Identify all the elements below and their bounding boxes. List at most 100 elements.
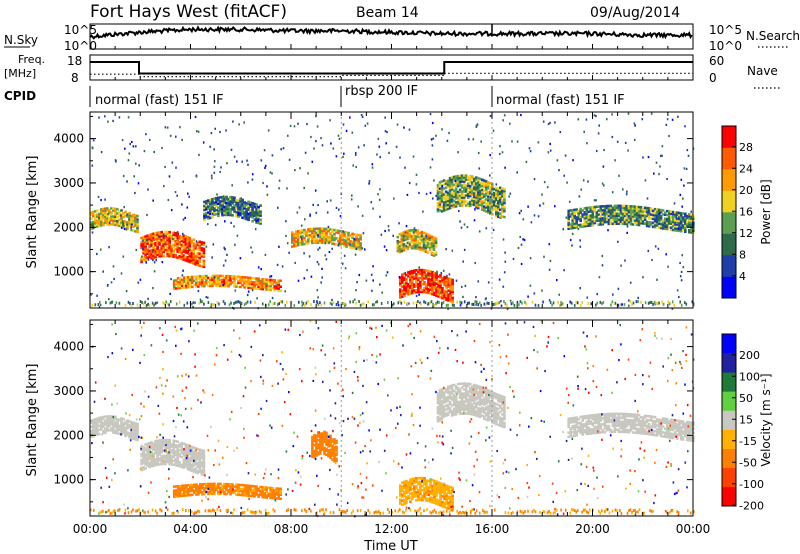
power-cell: [673, 219, 677, 222]
power-cell: [203, 214, 206, 218]
power-cell: [345, 243, 348, 246]
power-cell: [625, 220, 629, 224]
velocity-cell: [198, 448, 202, 451]
power-cell: [257, 217, 260, 221]
power-cell: [615, 212, 619, 215]
velocity-cell: [409, 482, 412, 485]
power-cell: [168, 238, 172, 242]
power-cell: [132, 219, 135, 222]
velocity-cell: [263, 486, 267, 489]
power-speckle: [667, 265, 669, 268]
power-cell: [575, 216, 579, 219]
power-cell: [420, 234, 424, 238]
velocity-cell: [405, 485, 408, 489]
power-speckle: [226, 253, 228, 256]
power-cell: [221, 280, 224, 284]
power-cell: [449, 292, 452, 295]
power-cell: [239, 211, 242, 215]
power-cell: [649, 221, 653, 224]
velocity-cell: [176, 487, 180, 490]
power-cell: [349, 234, 352, 237]
power-cell: [587, 206, 591, 209]
power-ground: [186, 301, 189, 305]
velocity-cell: [271, 488, 275, 492]
power-cell: [130, 224, 133, 228]
velocity-cell: [172, 453, 176, 456]
power-cell: [450, 206, 454, 209]
velocity-cell: [100, 420, 103, 423]
power-cell: [497, 187, 500, 191]
velocity-cell: [235, 489, 238, 492]
power-cell: [403, 272, 406, 276]
power-speckle: [438, 187, 441, 190]
power-cell: [176, 277, 180, 280]
power-cell: [446, 193, 450, 197]
power-cell: [255, 217, 258, 220]
power-speckle: [254, 228, 257, 231]
velocity-cell: [237, 493, 240, 497]
velocity-cell: [423, 481, 426, 484]
power-speckle: [170, 278, 172, 281]
power-cell: [466, 190, 470, 193]
power-cell: [209, 278, 212, 282]
power-cell: [229, 281, 232, 284]
power-speckle: [579, 239, 581, 242]
velocity-cell: [436, 396, 440, 399]
power-cell: [233, 277, 236, 280]
velocity-cell: [180, 465, 184, 469]
power-speckle: [118, 116, 121, 119]
velocity-cell: [158, 439, 161, 442]
power-cell: [359, 242, 362, 245]
power-speckle: [563, 269, 565, 272]
power-speckle: [403, 126, 405, 129]
power-speckle: [392, 234, 394, 237]
power-cell: [178, 243, 182, 246]
velocity-cell: [164, 454, 168, 458]
velocity-cell: [162, 448, 166, 452]
power-ground: [373, 303, 375, 307]
velocity-cell: [443, 491, 446, 495]
power-y-tick-label: 4000: [53, 132, 84, 146]
power-cell: [140, 244, 143, 248]
power-cell: [637, 213, 641, 217]
velocity-cell: [197, 485, 200, 488]
velocity-cell: [333, 442, 336, 445]
power-cell: [305, 230, 308, 233]
power-cell: [501, 191, 504, 194]
power-speckle: [213, 165, 216, 168]
power-speckle: [318, 246, 321, 249]
power-cell: [493, 207, 496, 211]
power-cell: [219, 280, 222, 284]
power-cell: [253, 281, 256, 284]
power-ground: [432, 302, 434, 306]
power-speckle: [462, 260, 464, 263]
power-cell: [126, 215, 129, 218]
velocity-cell: [144, 457, 147, 460]
power-cell: [615, 206, 619, 210]
power-speckle: [90, 293, 92, 296]
power-speckle: [459, 220, 461, 223]
power-ground: [228, 303, 231, 307]
power-cell: [421, 282, 424, 286]
power-speckle: [502, 238, 505, 241]
power-cell: [359, 246, 362, 249]
power-cell: [430, 245, 434, 248]
power-speckle: [345, 129, 348, 132]
power-cell: [182, 248, 186, 251]
power-cell: [495, 186, 498, 190]
power-ground: [239, 301, 241, 304]
power-speckle: [371, 163, 374, 166]
power-speckle: [260, 268, 262, 271]
power-cell: [325, 233, 328, 237]
velocity-cell: [233, 491, 236, 494]
velocity-cell: [184, 447, 188, 450]
velocity-cell: [411, 481, 414, 485]
power-speckle: [492, 228, 495, 232]
power-cell: [428, 248, 432, 251]
velocity-cell: [186, 464, 190, 467]
power-cell: [184, 237, 188, 240]
power-cell: [671, 216, 675, 220]
power-cell: [429, 272, 432, 275]
power-cell: [679, 222, 683, 225]
power-cell: [597, 223, 601, 226]
